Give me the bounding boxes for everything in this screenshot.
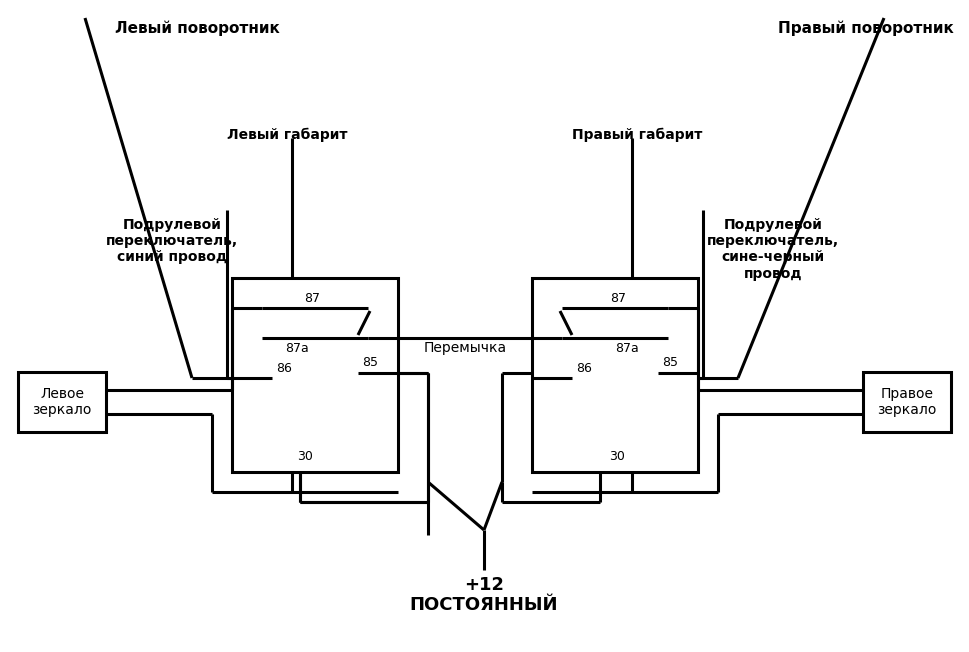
Text: 30: 30 <box>610 451 625 464</box>
Bar <box>232 278 398 472</box>
Text: 87а: 87а <box>285 342 309 355</box>
Text: 87: 87 <box>610 291 626 304</box>
Text: 85: 85 <box>662 357 678 370</box>
Bar <box>863 372 951 432</box>
Text: Правый габарит: Правый габарит <box>572 128 703 142</box>
Text: Правый поворотник: Правый поворотник <box>778 20 954 35</box>
Text: 87: 87 <box>304 291 320 304</box>
Text: Правое
зеркало: Правое зеркало <box>877 387 937 417</box>
Text: Левое
зеркало: Левое зеркало <box>32 387 92 417</box>
Text: ПОСТОЯННЫЙ: ПОСТОЯННЫЙ <box>410 596 558 614</box>
Text: Левый поворотник: Левый поворотник <box>115 20 280 35</box>
Text: 30: 30 <box>297 451 313 464</box>
Bar <box>18 372 106 432</box>
Text: Левый габарит: Левый габарит <box>227 128 347 142</box>
Text: Подрулевой
переключатель,
синий провод: Подрулевой переключатель, синий провод <box>106 218 238 265</box>
Text: Перемычка: Перемычка <box>423 341 507 355</box>
Text: 85: 85 <box>362 357 378 370</box>
Text: Подрулевой
переключатель,
сине-черный
провод: Подрулевой переключатель, сине-черный пр… <box>707 218 839 280</box>
Text: 87а: 87а <box>615 342 639 355</box>
Text: +12: +12 <box>464 576 504 594</box>
Text: 86: 86 <box>276 361 292 374</box>
Bar <box>532 278 698 472</box>
Text: 86: 86 <box>576 361 592 374</box>
